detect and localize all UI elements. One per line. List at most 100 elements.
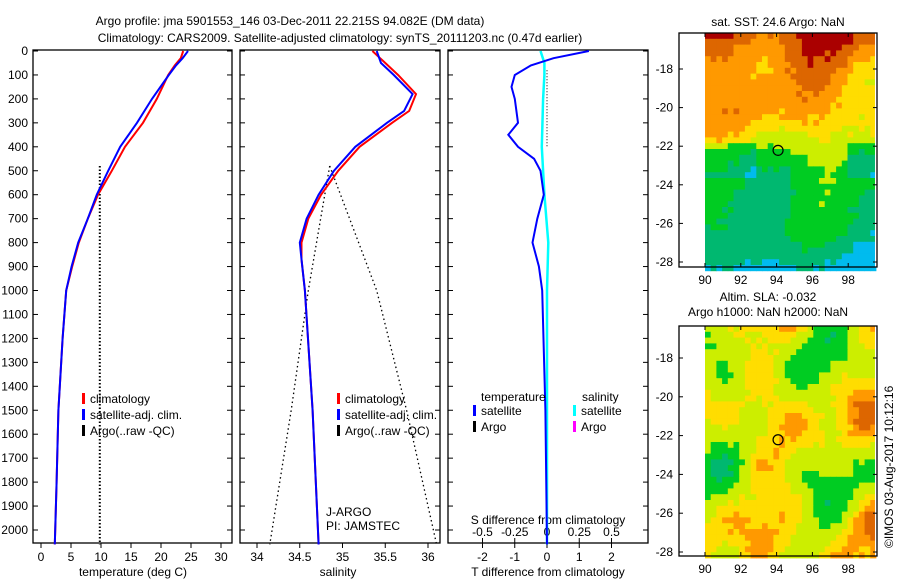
- sla-map-cell: [744, 372, 751, 379]
- sst-map-cell: [727, 236, 734, 243]
- sla-map-cell: [824, 343, 831, 350]
- sst-map-cell: [767, 253, 774, 260]
- sla-argo-position-marker: [772, 434, 784, 446]
- sst-map-cell: [733, 62, 740, 69]
- sla-map-cell: [864, 401, 871, 408]
- sla-map-cell: [847, 482, 854, 489]
- sst-map-cell: [750, 62, 757, 69]
- sla-map-cell: [722, 500, 729, 507]
- sla-map-cell: [705, 407, 712, 414]
- sla-map-cell: [813, 500, 820, 507]
- sst-map-cell: [801, 166, 808, 173]
- sst-map-cell: [767, 241, 774, 248]
- sst-map-cell: [710, 50, 717, 57]
- sla-map-cell: [819, 424, 826, 431]
- sla-map-cell: [801, 384, 808, 391]
- sst-map-cell: [790, 96, 797, 103]
- sla-map-cell: [858, 326, 865, 333]
- sst-map-cell: [773, 91, 780, 98]
- temperature-legend-swatch: [82, 425, 85, 436]
- sla-map-cell: [705, 447, 712, 454]
- sst-map-cell: [762, 241, 769, 248]
- sst-map-cell: [864, 131, 871, 138]
- sst-map-cell: [767, 62, 774, 69]
- sla-map-cell: [807, 459, 814, 466]
- sst-map-cell: [716, 160, 723, 167]
- sst-map-cell: [870, 108, 877, 115]
- sst-map-cell: [830, 149, 837, 156]
- sst-map-cell: [784, 96, 791, 103]
- sla-map-cell: [710, 540, 717, 547]
- sst-map-cell: [864, 195, 871, 202]
- sst-map-cell: [819, 195, 826, 202]
- sst-map-cell: [853, 67, 860, 74]
- depth-tick-label: 500: [8, 164, 28, 178]
- sst-map-cell: [773, 241, 780, 248]
- sst-map-cell: [744, 253, 751, 260]
- sla-map-cell: [819, 459, 826, 466]
- sla-map-cell: [858, 360, 865, 367]
- sla-map-cell: [819, 488, 826, 495]
- sla-map-cell: [705, 471, 712, 478]
- sla-map-cell: [853, 331, 860, 338]
- sla-map-cell: [722, 471, 729, 478]
- sla-map-cell: [836, 459, 843, 466]
- sla-map-cell: [790, 494, 797, 501]
- sla-map-cell: [819, 384, 826, 391]
- sla-map-cell: [762, 523, 769, 530]
- sst-map-cell: [722, 253, 729, 260]
- sla-map-cell: [762, 349, 769, 356]
- sla-map-cell: [853, 407, 860, 414]
- sst-map-cell: [739, 178, 746, 185]
- sst-map-cell: [796, 195, 803, 202]
- sla-map-cell: [750, 552, 757, 559]
- sla-map-cell: [744, 482, 751, 489]
- sla-map-cell: [722, 413, 729, 420]
- sst-map-cell: [722, 207, 729, 214]
- sla-map-cell: [750, 488, 757, 495]
- sla-map-cell: [756, 546, 763, 553]
- sst-map-cell: [864, 79, 871, 86]
- sst-map-cell: [847, 201, 854, 208]
- sla-map-cell: [801, 389, 808, 396]
- sst-map-cell: [858, 247, 865, 254]
- sst-map-cell: [773, 154, 780, 161]
- sla-map-cell: [807, 471, 814, 478]
- sla-map-cell: [858, 401, 865, 408]
- sst-map-cell: [801, 195, 808, 202]
- sst-map-cell: [779, 85, 786, 92]
- sst-map-cell: [744, 79, 751, 86]
- sla-map-cell: [819, 442, 826, 449]
- sla-map-cell: [727, 546, 734, 553]
- sla-map-cell: [773, 534, 780, 541]
- sst-map-cell: [739, 149, 746, 156]
- sla-map-cell: [716, 395, 723, 402]
- sst-map-cell: [858, 230, 865, 237]
- sst-map-cell: [801, 241, 808, 248]
- sst-map-cell: [750, 96, 757, 103]
- sla-map-cell: [716, 442, 723, 449]
- temperature-satellite-diff-line: [507, 50, 590, 545]
- sla-map-cell: [801, 349, 808, 356]
- sst-map-cell: [830, 247, 837, 254]
- sla-map-cell: [819, 511, 826, 518]
- sla-map-cell: [716, 337, 723, 344]
- sst-map-cell: [716, 201, 723, 208]
- sla-map-cell: [864, 343, 871, 350]
- sla-map-cell: [790, 413, 797, 420]
- sst-map-cell: [705, 236, 712, 243]
- sst-map-cell: [784, 108, 791, 115]
- sst-map-cell: [762, 50, 769, 57]
- sst-map-cell: [796, 96, 803, 103]
- sst-map-cell: [710, 149, 717, 156]
- sst-map-cell: [830, 108, 837, 115]
- sst-map-cell: [779, 224, 786, 231]
- sla-map-cell: [767, 488, 774, 495]
- sla-map-cell: [762, 360, 769, 367]
- sst-map-cell: [864, 125, 871, 132]
- sla-map-cell: [870, 418, 877, 425]
- sla-map-cell: [739, 442, 746, 449]
- sla-map-cell: [847, 494, 854, 501]
- sla-map-cell: [796, 447, 803, 454]
- sst-map-cell: [716, 96, 723, 103]
